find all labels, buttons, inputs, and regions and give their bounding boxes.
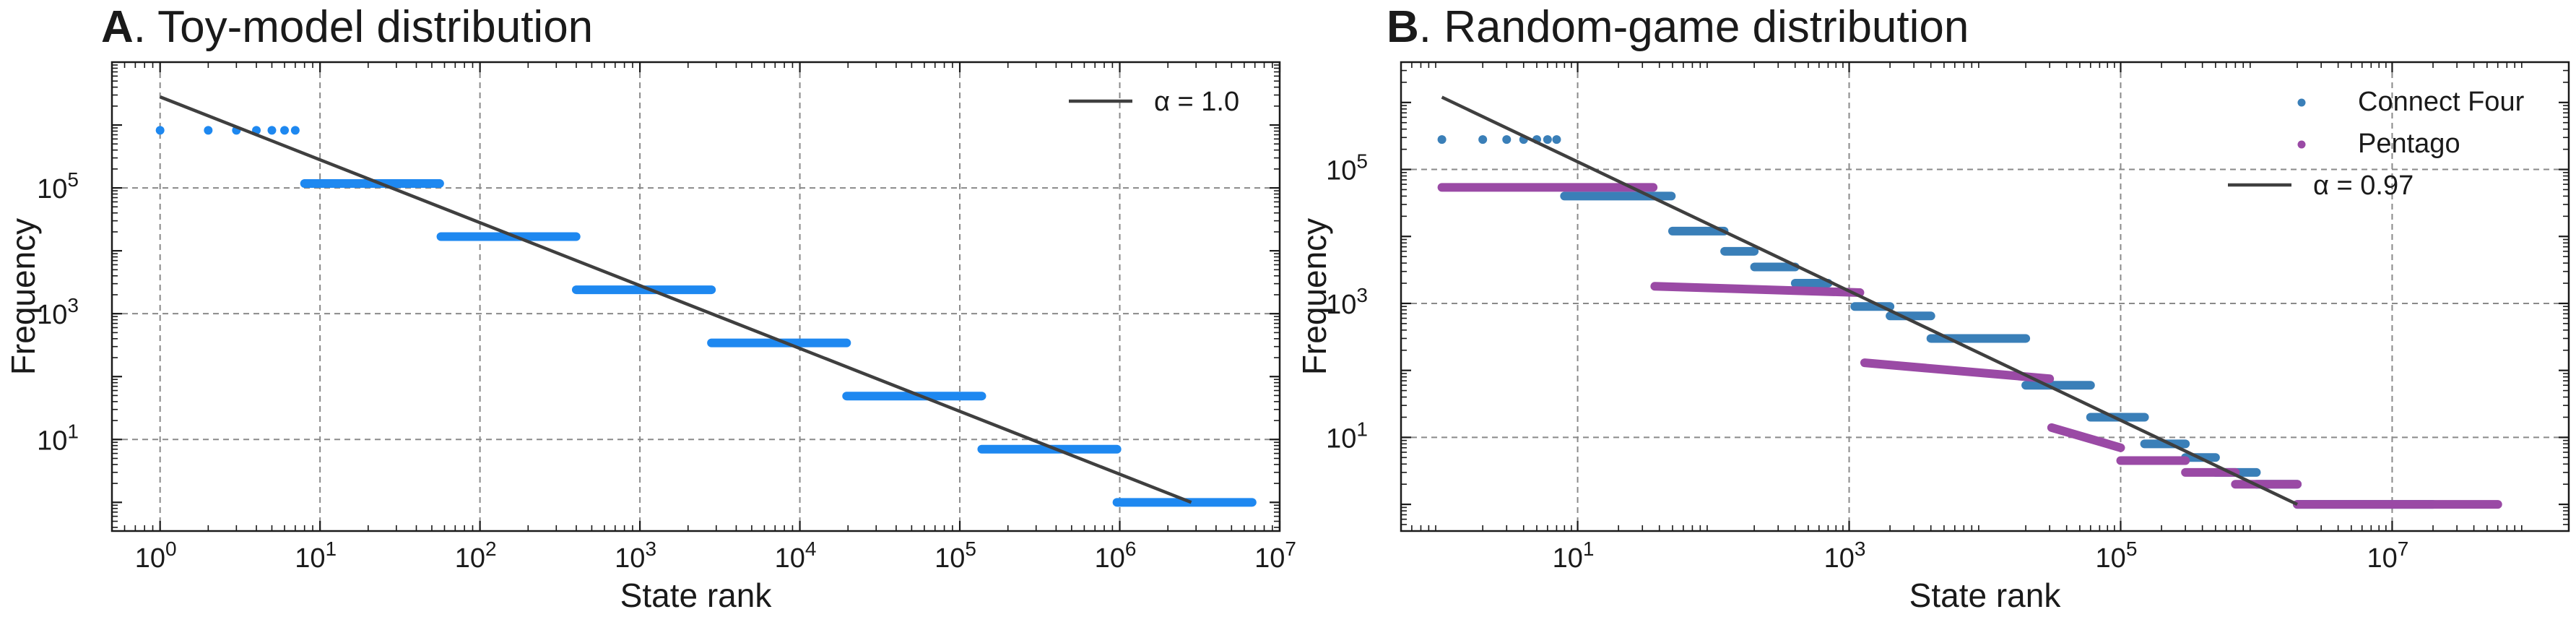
data-run	[1860, 358, 2055, 384]
data-point	[1502, 135, 1512, 144]
x-tick-label: 107	[2367, 538, 2409, 574]
legend: Connect Four Pentago α = 0.97	[2228, 87, 2525, 201]
legend-label: α = 0.97	[2313, 171, 2414, 201]
series-pentago	[1437, 183, 2502, 509]
x-axis-label: State rank	[620, 577, 773, 614]
plot-frame	[110, 61, 1281, 532]
x-tick-label: 105	[2096, 538, 2138, 574]
panel-letter: B	[1387, 2, 1419, 52]
legend-label: Connect Four	[2358, 87, 2525, 117]
fit-line	[159, 95, 1192, 504]
y-tick-label: 105	[1326, 150, 1368, 186]
plot-frame	[1400, 61, 2570, 532]
x-tick-label: 100	[135, 538, 177, 574]
data-point	[204, 126, 213, 135]
legend-label: Pentago	[2358, 129, 2460, 159]
y-tick-label: 101	[37, 420, 79, 456]
data-run	[2047, 423, 2125, 452]
x-axis-label: State rank	[1909, 577, 2062, 614]
legend-label: α = 1.0	[1154, 87, 1239, 117]
legend: α = 1.0	[1069, 87, 1239, 117]
x-tick-label: 101	[295, 538, 337, 574]
y-tick-label: 103	[37, 294, 79, 330]
panel-title-text: . Random-game distribution	[1419, 2, 1969, 52]
data-point	[1552, 135, 1561, 144]
x-tick-label: 106	[1095, 538, 1137, 574]
panel-b: B. Random-game distribution 101 103 105 107 1…	[1296, 2, 2570, 614]
data-point	[280, 126, 290, 135]
x-tick-label: 101	[1553, 538, 1595, 574]
x-tick-label: 105	[934, 538, 976, 574]
data-point	[1543, 135, 1552, 144]
series-points	[155, 126, 1257, 507]
legend-dot-marker	[2297, 140, 2306, 149]
x-tick-label: 107	[1254, 538, 1296, 574]
data-point	[290, 126, 300, 135]
fit-line	[1441, 95, 2299, 506]
data-point	[155, 126, 165, 135]
panel-letter: A	[101, 2, 134, 52]
panel-title: A. Toy-model distribution	[101, 2, 593, 52]
y-axis-label: Frequency	[4, 218, 42, 375]
x-tick-label: 104	[775, 538, 817, 574]
legend-dot-marker	[2297, 98, 2306, 107]
panel-title: B. Random-game distribution	[1387, 2, 1969, 52]
panel-title-text: . Toy-model distribution	[134, 2, 593, 52]
data-point	[1437, 135, 1447, 144]
data-run	[1650, 282, 1865, 298]
x-tick-label: 103	[615, 538, 656, 574]
x-tick-label: 103	[1824, 538, 1866, 574]
y-tick-label: 101	[1326, 418, 1368, 454]
panel-a: A. Toy-model distribution 100 101 102 103 104…	[4, 2, 1296, 614]
y-tick-label: 103	[1326, 284, 1368, 320]
x-tick-label: 102	[455, 538, 497, 574]
data-point	[267, 126, 277, 135]
y-axis-label: Frequency	[1296, 218, 1333, 375]
data-point	[1478, 135, 1488, 144]
y-tick-label: 105	[37, 168, 79, 204]
